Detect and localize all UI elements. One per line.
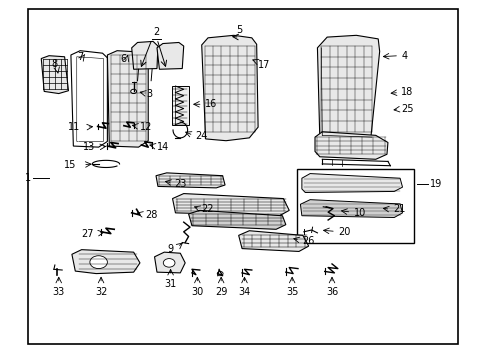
Text: 23: 23 [174,179,186,189]
Text: 9: 9 [167,244,174,253]
Polygon shape [300,200,402,217]
Text: 24: 24 [195,131,207,141]
Text: 10: 10 [353,208,366,218]
Text: 22: 22 [201,204,214,214]
Polygon shape [157,42,183,69]
Bar [296,169,413,243]
Text: 25: 25 [400,104,413,114]
Text: 26: 26 [301,236,314,246]
Polygon shape [172,194,288,216]
Text: 35: 35 [285,287,298,297]
Text: 20: 20 [338,227,350,237]
Text: 28: 28 [144,210,157,220]
Text: 36: 36 [325,287,338,297]
Text: 17: 17 [258,60,270,70]
Text: 21: 21 [392,204,405,214]
Circle shape [217,271,223,276]
Text: 11: 11 [68,122,80,132]
Text: 13: 13 [82,142,95,152]
Text: 8: 8 [52,59,58,68]
Text: 18: 18 [400,87,412,98]
Polygon shape [188,210,285,229]
Polygon shape [238,231,308,251]
Text: 33: 33 [53,287,65,297]
Polygon shape [72,249,140,274]
Text: 30: 30 [191,287,203,297]
Polygon shape [156,173,224,188]
Text: 14: 14 [157,142,169,152]
Text: 6: 6 [121,54,127,64]
Text: 2: 2 [153,27,159,37]
Text: 12: 12 [140,122,152,132]
Polygon shape [154,252,185,273]
Text: 27: 27 [81,229,94,239]
Circle shape [90,256,107,269]
Text: 7: 7 [77,52,83,62]
Text: 15: 15 [64,160,77,170]
Circle shape [130,89,136,94]
Text: 4: 4 [400,51,407,61]
Text: 3: 3 [146,89,152,99]
Polygon shape [201,35,258,141]
Text: 16: 16 [204,99,217,109]
Text: 1: 1 [25,173,31,183]
Polygon shape [71,51,107,147]
Polygon shape [301,174,402,193]
Text: 34: 34 [238,287,250,297]
Circle shape [163,258,175,267]
Polygon shape [317,35,379,141]
Polygon shape [314,132,387,159]
Text: 29: 29 [215,287,227,297]
Polygon shape [171,86,188,125]
Polygon shape [107,51,148,147]
Text: 5: 5 [236,25,242,35]
Text: 31: 31 [164,279,176,289]
Text: 32: 32 [95,287,107,297]
Text: 19: 19 [429,179,442,189]
Polygon shape [131,41,158,69]
Polygon shape [41,56,68,94]
Bar [28,9,458,344]
